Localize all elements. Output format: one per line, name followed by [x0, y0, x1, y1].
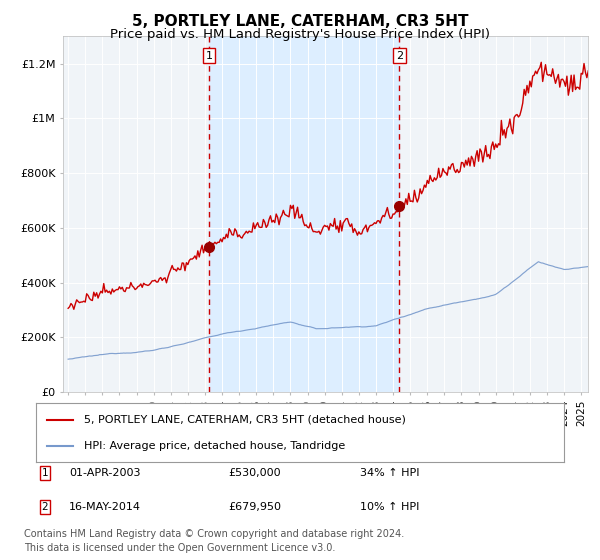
Text: Contains HM Land Registry data © Crown copyright and database right 2024.: Contains HM Land Registry data © Crown c… — [24, 529, 404, 539]
Text: Price paid vs. HM Land Registry's House Price Index (HPI): Price paid vs. HM Land Registry's House … — [110, 28, 490, 41]
Text: 5, PORTLEY LANE, CATERHAM, CR3 5HT (detached house): 5, PORTLEY LANE, CATERHAM, CR3 5HT (deta… — [83, 414, 406, 424]
Text: 2: 2 — [41, 502, 49, 512]
Text: 01-APR-2003: 01-APR-2003 — [69, 468, 140, 478]
Text: 16-MAY-2014: 16-MAY-2014 — [69, 502, 141, 512]
Text: 1: 1 — [41, 468, 49, 478]
Text: 34% ↑ HPI: 34% ↑ HPI — [360, 468, 419, 478]
Text: This data is licensed under the Open Government Licence v3.0.: This data is licensed under the Open Gov… — [24, 543, 335, 553]
Text: 1: 1 — [206, 50, 213, 60]
Text: £679,950: £679,950 — [228, 502, 281, 512]
Bar — [209, 36, 400, 392]
Text: 10% ↑ HPI: 10% ↑ HPI — [360, 502, 419, 512]
Text: 5, PORTLEY LANE, CATERHAM, CR3 5HT: 5, PORTLEY LANE, CATERHAM, CR3 5HT — [132, 14, 468, 29]
Text: 2: 2 — [396, 50, 403, 60]
Text: HPI: Average price, detached house, Tandridge: HPI: Average price, detached house, Tand… — [83, 441, 345, 451]
Text: £530,000: £530,000 — [228, 468, 281, 478]
